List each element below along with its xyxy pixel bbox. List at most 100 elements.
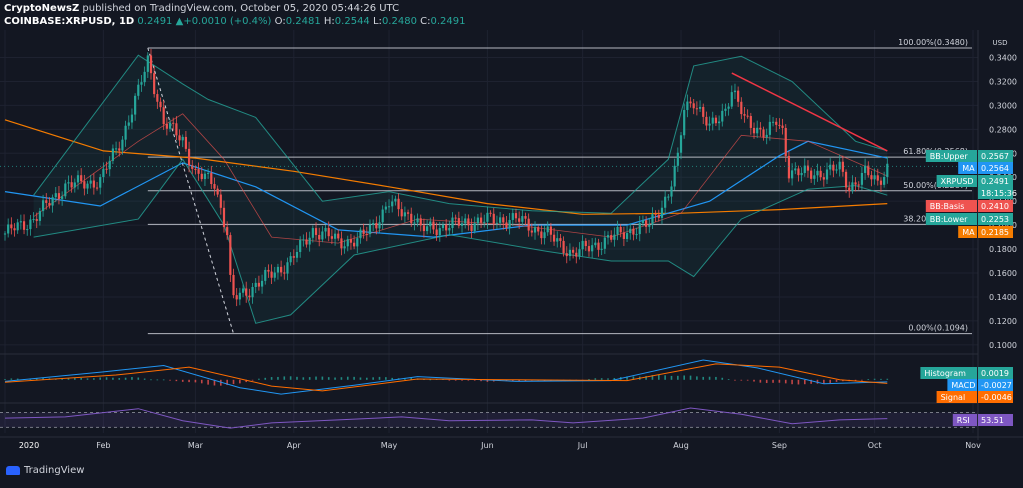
macd-hist-bar-2020-03-29 bbox=[283, 376, 286, 380]
candle-body-2020-06-17 bbox=[537, 227, 540, 232]
candle-body-2020-09-15 bbox=[822, 177, 825, 180]
macd-hist-bar-2020-03-23 bbox=[264, 377, 267, 380]
candle-body-2020-05-09 bbox=[413, 222, 416, 224]
macd-line bbox=[4, 359, 888, 395]
macd-hist-bar-2020-09-03 bbox=[784, 379, 787, 384]
candle-body-2020-05-05 bbox=[400, 209, 403, 217]
candle-body-2020-09-19 bbox=[835, 169, 838, 171]
price-tick-11: 0.1200 bbox=[989, 317, 1017, 326]
candle-body-2020-05-18 bbox=[441, 224, 445, 229]
candle-body-2020-07-05 bbox=[594, 242, 597, 246]
main-price-label-value-box-4 bbox=[978, 200, 1013, 212]
main-price-label-value-box-5 bbox=[978, 213, 1013, 225]
candle-body-2020-06-14 bbox=[527, 218, 530, 231]
main-price-label-value-3: 18:15:36 bbox=[981, 189, 1017, 198]
candle-body-2020-08-27 bbox=[762, 129, 765, 138]
resistance-trendline bbox=[731, 72, 888, 152]
macd-hist-bar-2020-07-09 bbox=[607, 378, 609, 380]
candle-body-2020-01-29 bbox=[92, 180, 95, 188]
candle-body-2020-10-02 bbox=[876, 175, 879, 181]
candle-body-2020-08-10 bbox=[708, 123, 711, 126]
candle-body-2020-09-25 bbox=[854, 182, 857, 185]
candle-body-2020-06-07 bbox=[505, 222, 508, 228]
main-price-label-value-box-6 bbox=[978, 226, 1013, 238]
macd-hist-bar-2020-08-22 bbox=[746, 379, 749, 381]
candle-body-2020-03-08 bbox=[216, 188, 219, 195]
tradingview-brand[interactable]: TradingView bbox=[6, 465, 84, 476]
candle-body-2020-07-14 bbox=[622, 232, 625, 239]
candle-body-2020-04-02 bbox=[295, 251, 299, 258]
price-tick-7: 0.2000 bbox=[989, 221, 1017, 230]
candle-body-2020-03-07 bbox=[213, 184, 216, 189]
candle-body-2020-07-09 bbox=[606, 235, 610, 238]
candle-body-2020-03-22 bbox=[260, 280, 264, 287]
candle-body-2020-02-11 bbox=[134, 95, 137, 115]
candle-body-2020-03-13 bbox=[232, 274, 235, 296]
candle-body-2020-02-25 bbox=[178, 135, 181, 141]
macd-hist-bar-2020-07-23 bbox=[651, 375, 654, 380]
candle-body-2020-04-26 bbox=[372, 223, 375, 225]
candle-body-2020-01-26 bbox=[83, 181, 86, 189]
candle-body-2020-06-18 bbox=[540, 231, 543, 239]
candle-body-2020-05-27 bbox=[470, 225, 473, 231]
main-price-label-value-box-2 bbox=[978, 175, 1013, 187]
macd-hist-bar-2020-03-17 bbox=[245, 379, 248, 383]
candle-body-2020-05-23 bbox=[457, 218, 460, 226]
candle-body-2020-07-31 bbox=[676, 152, 679, 166]
candle-body-2020-07-07 bbox=[600, 248, 603, 250]
candle-body-2020-07-22 bbox=[648, 224, 651, 227]
candle-body-2020-03-10 bbox=[222, 207, 226, 228]
candle-body-2020-03-19 bbox=[251, 286, 254, 298]
candle-body-2020-04-23 bbox=[362, 229, 365, 234]
time-tick-8: Sep bbox=[772, 441, 787, 450]
open-label: O: bbox=[274, 16, 286, 27]
price-tick-9: 0.1600 bbox=[989, 269, 1017, 278]
candle-body-2020-07-04 bbox=[591, 245, 594, 252]
candle-body-2020-07-12 bbox=[616, 226, 619, 235]
time-tick-7: Aug bbox=[673, 441, 689, 450]
candle-body-2020-04-04 bbox=[302, 239, 305, 241]
candle-body-2020-07-28 bbox=[667, 196, 670, 198]
macd-hist-bar-2020-07-07 bbox=[600, 378, 603, 380]
candle-body-2020-08-13 bbox=[717, 121, 721, 124]
candle-body-2020-06-22 bbox=[552, 234, 556, 242]
candle-body-2020-02-15 bbox=[146, 55, 149, 72]
macd-hist-bar-2020-07-11 bbox=[613, 377, 616, 380]
candle-body-2020-09-10 bbox=[806, 165, 810, 171]
candle-body-2020-02-09 bbox=[127, 122, 130, 126]
candle-body-2020-03-21 bbox=[257, 282, 261, 287]
candle-body-2020-02-10 bbox=[130, 114, 134, 123]
fib-level-label-2: 50.00%(0.2287) bbox=[903, 181, 968, 190]
macd-hist-bar-2020-04-12 bbox=[327, 377, 330, 380]
candle-body-2020-02-01 bbox=[102, 168, 105, 178]
up-arrow-icon: ▲ bbox=[175, 16, 184, 27]
candle-body-2020-08-21 bbox=[743, 114, 746, 116]
candle-body-2020-02-04 bbox=[111, 148, 115, 161]
high-value: 0.2544 bbox=[334, 16, 370, 27]
macd-hist-bar-2020-08-26 bbox=[759, 379, 762, 383]
main-price-label-value-0: 0.2567 bbox=[981, 152, 1009, 161]
main-price-label-name-2: XRPUSD bbox=[941, 177, 974, 186]
macd-hist-bar-2020-06-01 bbox=[486, 379, 489, 382]
candle-body-2020-05-04 bbox=[397, 198, 400, 210]
candle-body-2020-04-14 bbox=[333, 233, 337, 239]
candle-body-2020-02-19 bbox=[159, 101, 162, 108]
macd-hist-bar-2020-10-01 bbox=[873, 378, 876, 380]
candle-body-2020-04-08 bbox=[314, 228, 318, 235]
candle-body-2020-04-03 bbox=[299, 239, 302, 252]
macd-hist-bar-2020-09-27 bbox=[861, 379, 863, 381]
main-price-label-value-5: 0.2253 bbox=[981, 215, 1009, 224]
candle-body-2020-05-24 bbox=[460, 223, 464, 226]
candle-body-2020-06-04 bbox=[495, 222, 499, 224]
candle-body-2020-07-27 bbox=[664, 196, 667, 208]
candle-body-2020-08-15 bbox=[724, 108, 727, 111]
candle-body-2020-01-20 bbox=[64, 183, 67, 197]
candle-body-2020-06-27 bbox=[568, 249, 572, 257]
candle-body-2020-09-11 bbox=[810, 170, 813, 179]
time-tick-2: Mar bbox=[188, 441, 204, 450]
macd-price-label-value-1: -0.0027 bbox=[981, 381, 1012, 390]
macd-hist-bar-2020-06-07 bbox=[505, 379, 508, 381]
candle-body-2020-04-06 bbox=[308, 237, 311, 245]
candle-body-2020-08-31 bbox=[775, 121, 778, 125]
